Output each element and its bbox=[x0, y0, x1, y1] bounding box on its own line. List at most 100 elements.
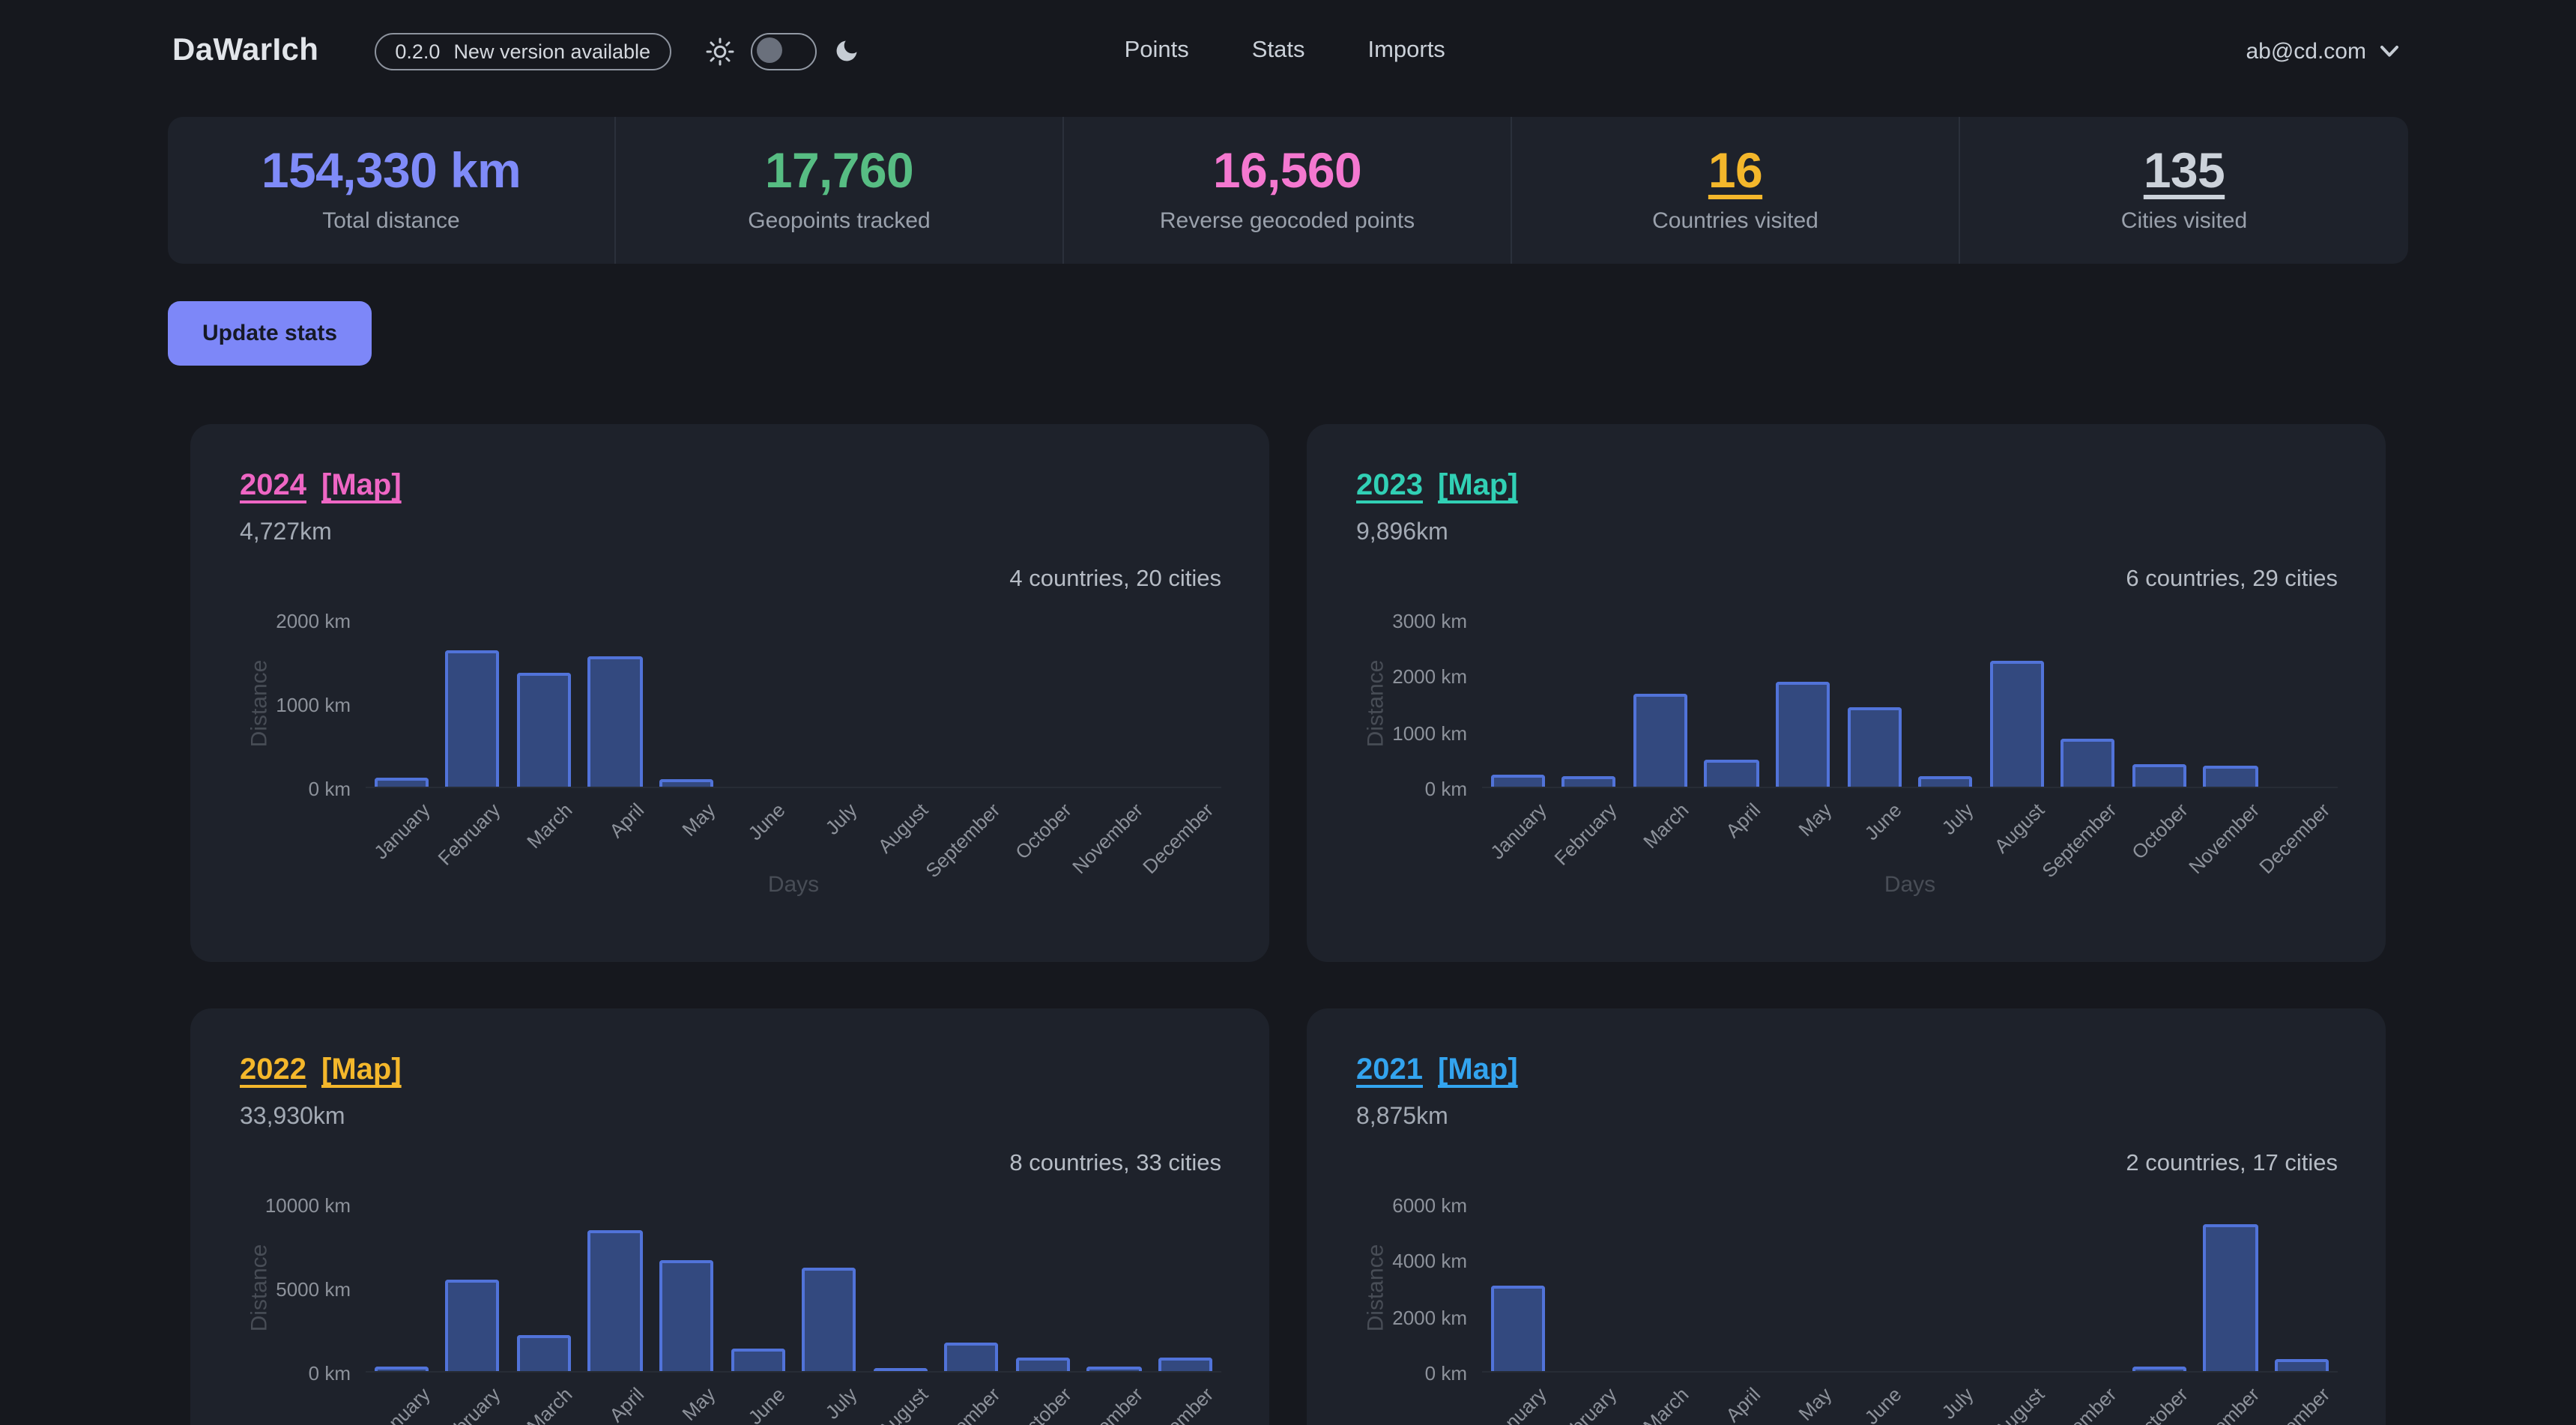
stat-value-countries-visited[interactable]: 16 bbox=[1708, 142, 1763, 198]
bar-slot bbox=[1696, 760, 1767, 787]
x-tick-december: December bbox=[1138, 798, 1218, 878]
x-tick-november: November bbox=[1067, 1382, 1147, 1425]
nav-item-stats[interactable]: Stats bbox=[1251, 37, 1305, 63]
x-tick-december: December bbox=[2255, 798, 2335, 878]
x-tick-april: April bbox=[604, 798, 648, 842]
x-axis-title-text: Days bbox=[767, 871, 820, 898]
chevron-down-icon bbox=[2380, 45, 2398, 56]
year-total-distance: 8,875km bbox=[1356, 1104, 1448, 1130]
x-tick-july: July bbox=[820, 798, 862, 839]
user-menu[interactable]: ab@cd.com bbox=[2246, 38, 2399, 64]
stat-cities-visited: 135 Cities visited bbox=[1960, 117, 2408, 264]
bar-slot bbox=[2123, 764, 2195, 787]
x-axis-labels: January February March April May June July Augu… bbox=[1482, 788, 2338, 882]
x-tick-june: June bbox=[744, 798, 790, 845]
bar-april bbox=[587, 1229, 643, 1371]
x-tick-march: March bbox=[1638, 1382, 1693, 1425]
year-link-2022[interactable]: 2022 bbox=[240, 1053, 306, 1086]
theme-toggle-knob bbox=[757, 37, 783, 63]
year-link-2024[interactable]: 2024 bbox=[240, 468, 306, 502]
map-link-2021[interactable]: [Map] bbox=[1438, 1053, 1518, 1086]
x-tick-april: April bbox=[1720, 1382, 1765, 1425]
x-tick-february: February bbox=[434, 798, 505, 870]
bar-march bbox=[1633, 693, 1688, 787]
bar-slot bbox=[2267, 1358, 2338, 1371]
header: DaWarIch 0.2.0 New version available bbox=[0, 0, 2576, 82]
stat-label-reverse-geocoded-points: Reverse geocoded points bbox=[1159, 208, 1415, 234]
stat-value-cities-visited[interactable]: 135 bbox=[2143, 142, 2225, 198]
x-tick-april: April bbox=[1720, 798, 1765, 842]
y-tick: 1000 km bbox=[276, 693, 351, 716]
map-link-2022[interactable]: [Map] bbox=[321, 1053, 402, 1086]
stat-value-geopoints-tracked: 17,760 bbox=[764, 142, 914, 198]
bar-october bbox=[2132, 1366, 2187, 1371]
map-link-2024[interactable]: [Map] bbox=[321, 468, 402, 502]
x-tick-october: October bbox=[1010, 798, 1076, 864]
x-tick-may: May bbox=[1793, 1382, 1836, 1425]
year-cards-grid: 2024 [Map] 4,727km 4 countries, 20 cities Di… bbox=[168, 423, 2408, 1425]
x-tick-august: August bbox=[874, 798, 933, 858]
bar-slot bbox=[1768, 681, 1839, 787]
bar-slot bbox=[1482, 1286, 1553, 1371]
version-note: New version available bbox=[453, 40, 651, 62]
bar-slot bbox=[1624, 693, 1696, 787]
theme-toggle[interactable] bbox=[751, 32, 817, 70]
year-countries-cities: 4 countries, 20 cities bbox=[1009, 566, 1221, 592]
bar-july bbox=[802, 1267, 856, 1371]
bar-march bbox=[516, 1335, 572, 1371]
y-axis: 0 km 1000 km 2000 km bbox=[276, 610, 366, 800]
year-countries-cities: 6 countries, 29 cities bbox=[2126, 566, 2338, 592]
bar-may bbox=[1776, 681, 1830, 787]
year-link-2021[interactable]: 2021 bbox=[1356, 1053, 1423, 1086]
bar-slot bbox=[366, 1367, 437, 1371]
bar-june bbox=[1847, 707, 1902, 787]
stat-label-countries-visited: Countries visited bbox=[1652, 208, 1818, 234]
map-link-2023[interactable]: [Map] bbox=[1438, 468, 1518, 502]
bar-february bbox=[445, 1280, 500, 1371]
nav-item-imports[interactable]: Imports bbox=[1367, 37, 1445, 63]
app-logo[interactable]: DaWarIch bbox=[172, 33, 319, 67]
bar-slot bbox=[651, 779, 722, 787]
y-axis-title-text: Distance bbox=[247, 1244, 273, 1333]
year-link-2023[interactable]: 2023 bbox=[1356, 468, 1423, 502]
moon-icon bbox=[833, 37, 860, 64]
bar-slot bbox=[1553, 776, 1624, 787]
bar-slot bbox=[2195, 765, 2267, 787]
x-tick-october: October bbox=[2126, 798, 2192, 864]
bar-october bbox=[1015, 1357, 1071, 1371]
bar-slot bbox=[437, 1280, 508, 1371]
x-tick-february: February bbox=[1550, 1382, 1621, 1425]
version-badge[interactable]: 0.2.0 New version available bbox=[374, 32, 672, 70]
bar-may bbox=[659, 1260, 714, 1371]
y-tick: 2000 km bbox=[1392, 665, 1467, 689]
stat-reverse-geocoded-points: 16,560 Reverse geocoded points bbox=[1064, 117, 1512, 264]
year-card-2024: 2024 [Map] 4,727km 4 countries, 20 cities Di… bbox=[190, 423, 1269, 962]
y-axis-title: Distance bbox=[1356, 620, 1395, 788]
y-tick: 4000 km bbox=[1392, 1250, 1467, 1273]
bar-november bbox=[2203, 765, 2258, 787]
bar-october bbox=[2132, 764, 2187, 787]
year-card-2023: 2023 [Map] 9,896km 6 countries, 29 cities Di… bbox=[1307, 423, 2386, 962]
y-axis-title: Distance bbox=[240, 1205, 279, 1373]
bar-december bbox=[1158, 1357, 1213, 1371]
card-title-row: 2021 [Map] bbox=[1356, 1053, 2338, 1088]
y-tick: 5000 km bbox=[276, 1277, 351, 1301]
bar-february bbox=[445, 650, 500, 787]
x-tick-july: July bbox=[1937, 1382, 1978, 1424]
bar-april bbox=[1704, 760, 1759, 787]
user-email[interactable]: ab@cd.com bbox=[2246, 38, 2366, 64]
y-tick: 6000 km bbox=[1392, 1193, 1467, 1217]
bar-slot bbox=[508, 1335, 579, 1371]
bar-slot bbox=[2123, 1366, 2195, 1371]
year-countries-cities: 8 countries, 33 cities bbox=[1009, 1150, 1221, 1176]
x-tick-august: August bbox=[1990, 798, 2049, 858]
y-axis: 0 km 2000 km 4000 km 6000 km bbox=[1392, 1194, 1482, 1385]
nav-item-points[interactable]: Points bbox=[1124, 37, 1189, 63]
y-axis-title: Distance bbox=[240, 620, 279, 788]
y-tick: 1000 km bbox=[1392, 721, 1467, 745]
update-stats-button[interactable]: Update stats bbox=[168, 300, 372, 366]
version-number: 0.2.0 bbox=[395, 40, 441, 62]
x-tick-june: June bbox=[744, 1382, 790, 1425]
bar-slot bbox=[1007, 1357, 1078, 1371]
x-tick-november: November bbox=[1067, 798, 1147, 878]
